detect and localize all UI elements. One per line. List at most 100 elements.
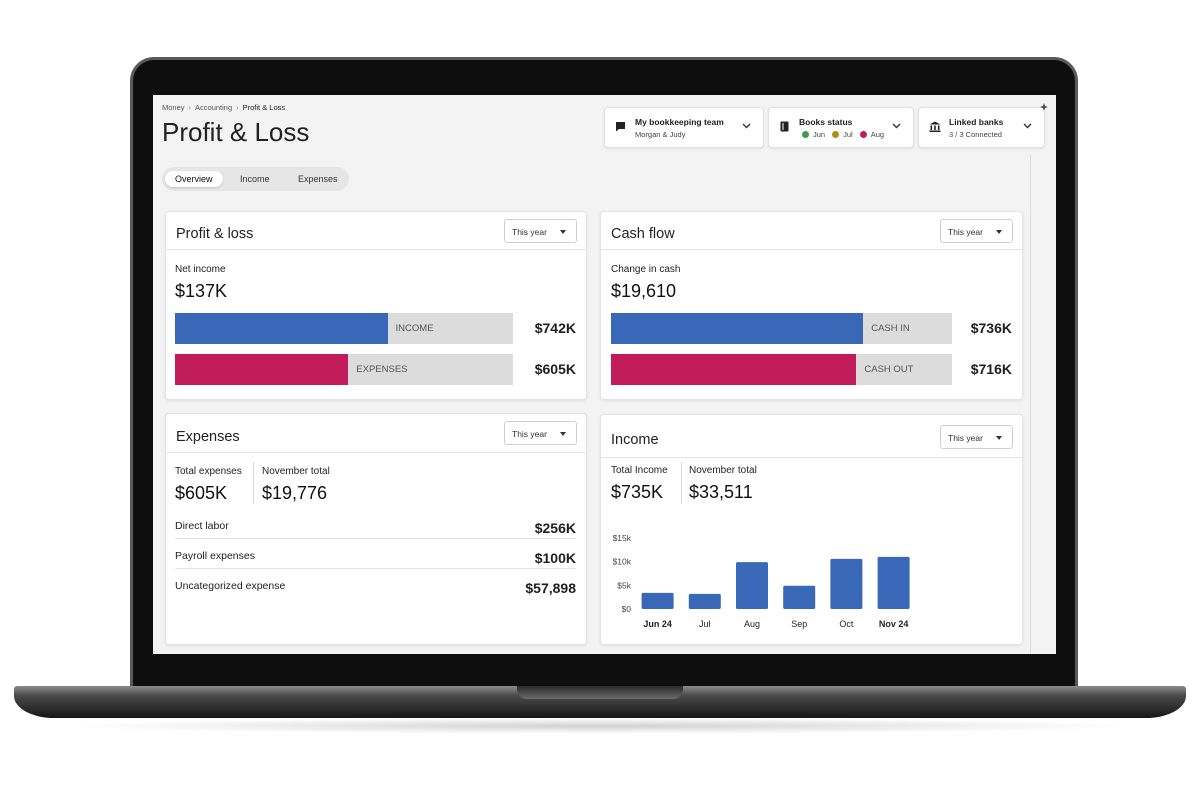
bar [736, 562, 768, 609]
divider [166, 249, 586, 250]
bar-value: $716K [970, 361, 1012, 377]
bar-track: CASH OUT [611, 354, 952, 385]
card-title: Income [611, 432, 659, 448]
bar-label: EXPENSES [356, 364, 408, 375]
separator [253, 462, 254, 504]
card-title: Profit & loss [176, 226, 254, 242]
bar [611, 313, 864, 344]
bar-track: EXPENSES [175, 354, 513, 385]
separator: › [188, 103, 192, 112]
expense-row: Uncategorized expense $57,898 [175, 580, 576, 610]
profit-loss-card: Profit & loss This year Net income $137K… [165, 211, 587, 400]
x-tick-label: Jul [699, 619, 711, 629]
expense-name: Payroll expenses [175, 550, 255, 562]
divider [601, 249, 1022, 250]
button-subtitle: 3 / 3 Connected [949, 130, 1002, 139]
y-tick-label: $10k [613, 557, 632, 567]
row-divider [175, 568, 576, 569]
bar-label: CASH OUT [864, 364, 914, 375]
bar-track: CASH IN [611, 313, 952, 344]
period-dropdown[interactable]: This year [504, 421, 577, 445]
button-title: Linked banks [949, 117, 1004, 127]
metric-value: $137K [175, 281, 228, 301]
status-list: Jun Jul Aug [799, 130, 884, 139]
book-icon [780, 121, 789, 132]
month-value: $33,511 [689, 482, 753, 502]
bank-icon [929, 121, 941, 132]
month-label: November total [689, 465, 757, 476]
x-tick-label: Aug [744, 619, 760, 629]
books-status-button[interactable]: Books status Jun Jul Aug [768, 107, 914, 148]
team-button[interactable]: My bookkeeping team Morgan & Judy [604, 107, 764, 148]
total-value: $735K [611, 482, 664, 502]
status-label: Aug [870, 130, 885, 139]
tab[interactable]: Overview [165, 171, 223, 187]
scroll-divider [1030, 155, 1031, 654]
status-dot [859, 131, 867, 138]
expense-amount: $100K [534, 550, 576, 566]
separator [681, 462, 682, 504]
tab[interactable]: Expenses [298, 174, 338, 184]
month-value: $19,776 [262, 483, 328, 503]
breadcrumb: Money › Accounting › Profit & Loss [162, 103, 285, 112]
bar [830, 558, 863, 609]
bar [783, 585, 816, 609]
y-tick-label: $0 [622, 604, 632, 614]
x-tick-label: Jun 24 [643, 619, 672, 629]
bar [175, 354, 349, 385]
x-tick-label: Sep [791, 619, 807, 629]
expense-name: Uncategorized expense [175, 580, 286, 592]
x-tick-label: Oct [839, 619, 854, 629]
card-title: Cash flow [611, 226, 675, 242]
cash-flow-card: Cash flow This year Change in cash $19,6… [600, 211, 1023, 400]
bar-value: $736K [970, 320, 1012, 336]
income-card: Income This year Total Income $735K Nove… [600, 414, 1023, 645]
status-dot [802, 131, 809, 138]
breadcrumb-current: Profit & Loss [242, 103, 286, 112]
screen: Money › Accounting › Profit & Loss Profit … [153, 95, 1056, 654]
period-dropdown[interactable]: This year [940, 219, 1013, 243]
linked-banks-button[interactable]: Linked banks 3 / 3 Connected [918, 107, 1045, 148]
row-divider [175, 538, 576, 539]
total-label: Total expenses [175, 466, 242, 477]
divider [601, 457, 1022, 458]
y-tick-label: $5k [617, 580, 631, 590]
month-label: November total [262, 466, 330, 477]
expenses-card: Expenses This year Total expenses $605K … [165, 413, 587, 645]
bar [877, 556, 910, 609]
breadcrumb-link[interactable]: Money [162, 103, 185, 112]
bar-track: INCOME [175, 313, 513, 344]
period-dropdown[interactable]: This year [940, 425, 1013, 449]
metric-label: Change in cash [611, 264, 681, 275]
metric-label: Net income [175, 264, 226, 275]
tabs: Overview Income Expenses [162, 167, 349, 191]
chevron [742, 123, 751, 129]
chat-icon [616, 122, 625, 132]
total-value: $605K [175, 483, 228, 503]
bar-value: $605K [534, 361, 576, 377]
status-label: Jul [843, 130, 853, 139]
period-dropdown[interactable]: This year [504, 219, 577, 243]
status-dot [832, 131, 840, 138]
button-title: My bookkeeping team [635, 117, 724, 127]
bar [175, 313, 388, 344]
total-label: Total Income [611, 465, 668, 476]
x-tick-label: Nov 24 [879, 619, 909, 629]
bar [688, 593, 721, 609]
metric-value: $19,610 [611, 281, 677, 301]
laptop-notch [517, 686, 683, 699]
divider [166, 452, 586, 453]
sparkle-icon[interactable] [1040, 103, 1049, 112]
bar-value: $742K [534, 320, 576, 336]
chevron [892, 123, 901, 129]
bar [611, 354, 857, 385]
button-title: Books status [799, 117, 853, 127]
bar-label: CASH IN [871, 323, 910, 334]
card-title: Expenses [176, 429, 240, 445]
bar-label: INCOME [395, 323, 434, 334]
income-chart: $0 $5k $10k $15k Jun 24 Jul Aug Sep Oct Nov 24 [613, 533, 910, 629]
breadcrumb-link[interactable]: Accounting [195, 103, 233, 112]
status-label: Jun [813, 130, 826, 139]
tab[interactable]: Income [240, 174, 270, 184]
